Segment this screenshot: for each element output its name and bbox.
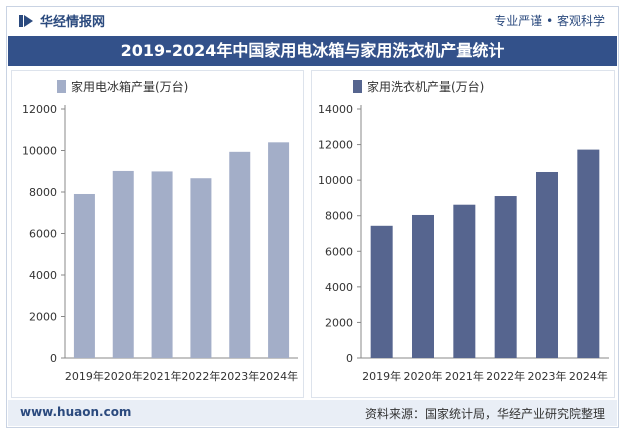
- fridge-legend-label: 家用电冰箱产量(万台): [71, 79, 188, 94]
- fridge-x-tick-label: 2021年: [143, 369, 182, 383]
- washer-bar: [577, 149, 600, 358]
- fridge-y-tick-label: 10000: [22, 145, 57, 158]
- fridge-y-tick-label: 4000: [29, 269, 57, 282]
- brand-slogan: 专业严谨 • 客观科学: [494, 14, 605, 28]
- fridge-production-chart: 家用电冰箱产量(万台) 0 2000 4000 6000 8000 10000 12000 20…: [22, 79, 298, 383]
- fridge-x-tick-label: 2020年: [104, 369, 143, 383]
- washer-production-chart: 家用洗衣机产量(万台) 0 2000 4000 6000 8000 10000 12000 14…: [318, 79, 609, 383]
- fridge-bar: [190, 178, 212, 358]
- fridge-y-tick-label: 0: [50, 352, 57, 365]
- washer-x-tick-label: 2019年: [362, 369, 401, 383]
- washer-legend-swatch: [353, 80, 362, 93]
- washer-x-tick-label: 2020年: [404, 369, 443, 383]
- footer-bar: www.huaon.com 资料来源：国家统计局，华经产业研究院整理: [8, 400, 617, 426]
- washer-y-tick-label: 8000: [325, 210, 353, 223]
- washer-bar: [494, 196, 517, 358]
- fridge-y-tick-label: 6000: [29, 228, 57, 241]
- fridge-bar: [73, 193, 95, 358]
- washer-bar: [370, 225, 393, 358]
- washer-chart-panel: 家用洗衣机产量(万台) 0 2000 4000 6000 8000 10000 12000 14…: [311, 70, 615, 398]
- washer-y-tick-label: 10000: [318, 174, 353, 187]
- title-bar: 2019-2024年中国家用电冰箱与家用洗衣机产量统计: [8, 36, 617, 66]
- fridge-y-tick-label: 8000: [29, 186, 57, 199]
- washer-bar: [412, 214, 434, 358]
- washer-legend: 家用洗衣机产量(万台): [353, 79, 484, 94]
- fridge-x-tick-label: 2023年: [220, 369, 259, 383]
- fridge-x-tick-label: 2024年: [259, 369, 298, 383]
- washer-x-tick-label: 2022年: [486, 369, 525, 383]
- top-bar: 华经情报网 专业严谨 • 客观科学: [8, 9, 617, 33]
- washer-legend-label: 家用洗衣机产量(万台): [367, 79, 484, 94]
- washer-x-tick-label: 2021年: [445, 369, 484, 383]
- fridge-legend-swatch: [57, 80, 66, 93]
- washer-bar: [536, 171, 558, 358]
- fridge-y-tick-label: 2000: [29, 311, 57, 324]
- fridge-x-tick-label: 2019年: [65, 369, 104, 383]
- fridge-bar: [229, 151, 251, 358]
- brand-name: 华经情报网: [40, 15, 106, 30]
- washer-y-tick-label: 6000: [325, 245, 353, 258]
- washer-y-tick-label: 4000: [325, 281, 353, 294]
- chart-title: 2019-2024年中国家用电冰箱与家用洗衣机产量统计: [120, 41, 505, 60]
- website-link[interactable]: www.huaon.com: [20, 405, 132, 419]
- fridge-x-tick-label: 2022年: [181, 369, 220, 383]
- washer-y-tick-label: 14000: [318, 103, 353, 116]
- washer-bar: [453, 204, 476, 358]
- fridge-bar: [112, 170, 134, 358]
- fridge-bar: [151, 171, 173, 358]
- fridge-legend: 家用电冰箱产量(万台): [57, 79, 188, 94]
- washer-y-tick-label: 0: [346, 352, 353, 365]
- brand: 华经情报网: [18, 11, 105, 30]
- brand-logo-icon: [19, 14, 33, 27]
- fridge-chart-panel: 家用电冰箱产量(万台) 0 2000 4000 6000 8000 10000 12000 20…: [11, 70, 304, 398]
- washer-x-tick-label: 2023年: [528, 369, 567, 383]
- data-source: 资料来源：国家统计局，华经产业研究院整理: [364, 407, 605, 421]
- washer-y-tick-label: 2000: [325, 316, 353, 329]
- fridge-bar: [268, 142, 290, 358]
- fridge-y-tick-label: 12000: [22, 103, 57, 116]
- washer-y-tick-label: 12000: [318, 139, 353, 152]
- washer-x-tick-label: 2024年: [569, 369, 608, 383]
